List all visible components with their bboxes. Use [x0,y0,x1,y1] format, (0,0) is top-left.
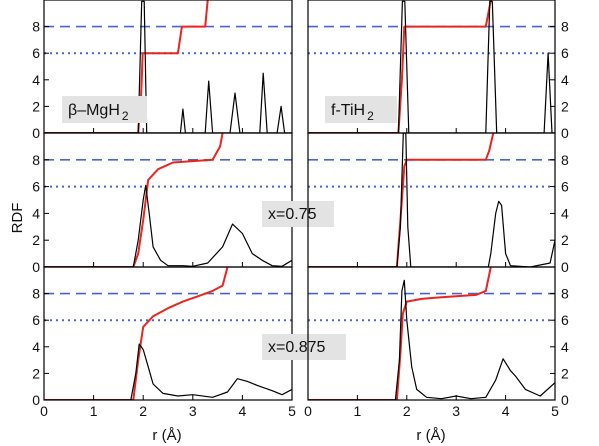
y-tick-label: 0 [561,392,569,408]
x-tick-label: 3 [189,403,197,419]
y-tick-label: 4 [32,205,40,221]
y-tick-label: 8 [561,19,569,35]
rdf-curve [308,279,555,400]
panel-label-box [62,96,147,123]
y-tick-label: 0 [561,259,569,275]
x-tick-label: 4 [239,403,247,419]
x-tick-label: 1 [354,403,362,419]
x-tick-label: 2 [403,403,411,419]
x-tick-label: 0 [304,403,312,419]
y-tick-label: 0 [32,259,40,275]
rdf-curve [44,0,292,133]
panel-label-main: x=0.875 [268,339,325,356]
panel-frame [43,132,293,268]
panel-frame [43,266,293,401]
y-tick-label: 8 [561,286,569,302]
y-tick-label: 2 [32,365,40,381]
panel-label-subscript: 2 [367,109,374,123]
y-tick-label: 4 [32,339,40,355]
panel-4: 0 2 4 6 8 [307,132,569,275]
panel-label-box [262,334,346,360]
coordination-curve [44,267,229,400]
y-tick-label: 8 [561,152,569,168]
panel-label: β–MgH 2 [68,102,129,123]
panel-label-main: β–MgH [68,102,120,119]
panel-frame [307,132,556,268]
y-tick-label: 8 [32,19,40,35]
x-tick-label: 3 [452,403,460,419]
y-tick-label: 0 [32,392,40,408]
x-tick-label: 2 [139,403,147,419]
y-tick-label: 6 [32,45,40,61]
y-tick-label: 0 [561,125,569,141]
panel-label: x=0.875 [268,339,325,356]
x-tick-label: 1 [90,403,98,419]
y-tick-label: 6 [32,312,40,328]
panel-label-box [262,201,334,227]
panel-label: f-TiH 2 [331,102,374,123]
x-axis-label-right: r (Å) [416,427,445,444]
panel-3: 0 2 4 6 8 x=0.75 [32,132,334,275]
y-tick-label: 2 [32,232,40,248]
panel-label-main: x=0.75 [268,206,317,223]
y-tick-label: 8 [32,152,40,168]
y-tick-label: 0 [32,125,40,141]
x-axis-label-left: r (Å) [152,427,181,444]
y-tick-label: 6 [32,179,40,195]
coordination-curve [308,0,492,133]
y-axis-label: RDF [9,203,26,234]
x-tick-label: 5 [288,403,296,419]
panel-frame [307,266,556,401]
rdf-curve [308,0,555,133]
y-tick-label: 6 [561,179,569,195]
y-tick-label: 2 [561,365,569,381]
y-tick-label: 4 [32,72,40,88]
panel-6: 0 2 4 6 8 0 1 2 3 4 5 [304,266,569,419]
panel-label-box [325,96,397,123]
y-tick-label: 4 [561,339,569,355]
coordination-curve [44,133,224,267]
y-tick-label: 8 [32,286,40,302]
panel-label: x=0.75 [268,206,317,223]
y-tick-label: 2 [561,98,569,114]
x-tick-label: 5 [551,403,559,419]
y-tick-label: 6 [561,312,569,328]
y-tick-label: 4 [561,205,569,221]
y-tick-label: 2 [32,98,40,114]
x-tick-label: 0 [40,403,48,419]
panel-5: 0 2 4 6 8 0 1 2 3 4 5 x=0.875 [32,266,346,419]
panel-label-main: f-TiH [331,102,365,119]
y-tick-label: 6 [561,45,569,61]
rdf-curve [308,133,555,267]
y-tick-label: 2 [561,232,569,248]
y-tick-label: 4 [561,72,569,88]
x-tick-label: 4 [502,403,510,419]
coordination-curve [308,267,492,400]
panel-label-subscript: 2 [122,109,129,123]
rdf-curve [44,184,292,267]
rdf-curve [44,343,292,400]
